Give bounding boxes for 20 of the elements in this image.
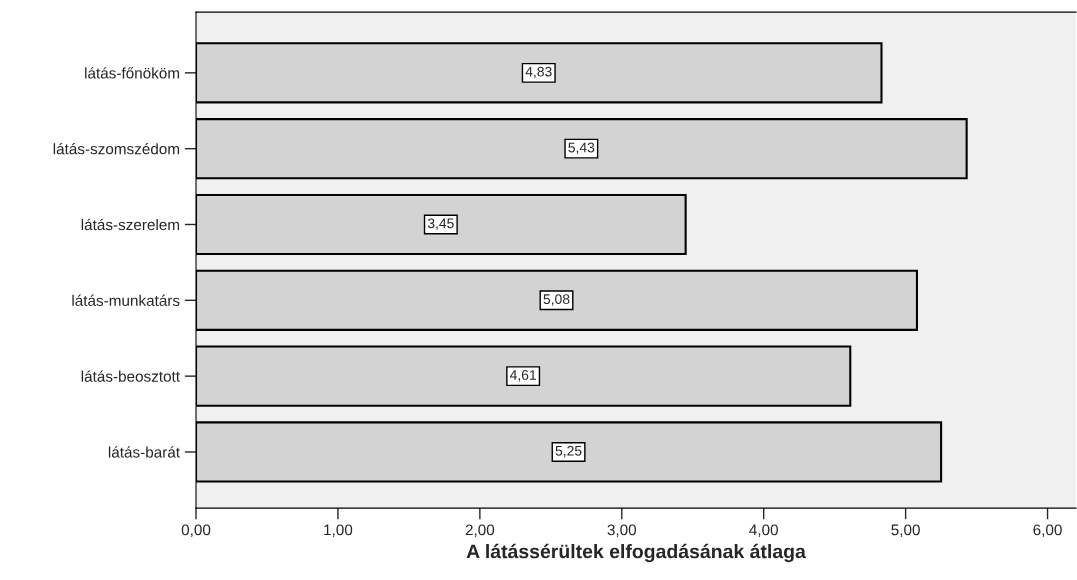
x-tick-label: 1,00 xyxy=(324,524,353,538)
y-tick-label: látás-beosztott xyxy=(81,370,180,382)
x-tick-label: 6,00 xyxy=(1033,524,1062,538)
x-tick-label: 3,00 xyxy=(607,524,637,538)
y-tick-label: látás-munkatárs xyxy=(72,294,180,306)
data-label: 4,61 xyxy=(509,370,536,382)
x-tick-label: 4,00 xyxy=(749,524,778,538)
x-axis-title: A látássérültek elfogadásának átlaga xyxy=(466,543,806,563)
y-tick-label: látás-szerelem xyxy=(81,218,180,231)
data-label: 5,25 xyxy=(555,445,582,458)
x-tick-label: 5,00 xyxy=(891,524,920,538)
data-label: 5,08 xyxy=(543,294,570,306)
data-label: 4,83 xyxy=(525,66,552,79)
data-label: 3,45 xyxy=(427,218,454,230)
y-tick-label: látás-főnököm xyxy=(85,67,180,79)
y-tick-label: látás-barát xyxy=(108,446,180,458)
x-tick-label: 0,00 xyxy=(181,524,211,538)
data-label: 5,43 xyxy=(568,142,595,155)
y-tick-label: látás-szomszédom xyxy=(53,142,180,155)
x-tick-label: 2,00 xyxy=(465,524,495,538)
